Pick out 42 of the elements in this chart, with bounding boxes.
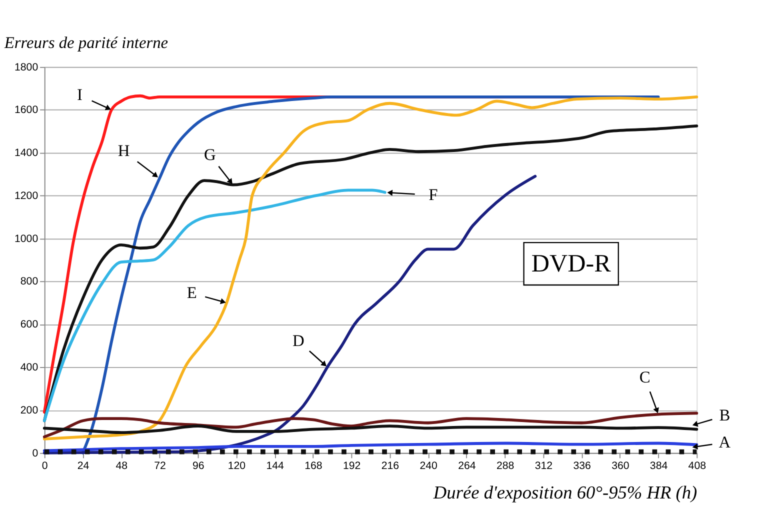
annotation: I <box>76 85 82 104</box>
x-tick-label: 120 <box>228 460 246 472</box>
y-tick-label: 600 <box>20 318 38 331</box>
x-tick-label: 168 <box>304 460 322 472</box>
y-tick-label: 1800 <box>14 61 38 74</box>
x-axis-title: Durée d'exposition 60°-95% HR (h) <box>432 482 698 503</box>
x-tick-label: 48 <box>116 460 128 472</box>
y-tick-label: 1400 <box>14 147 38 160</box>
annotation: E <box>186 282 197 302</box>
y-tick-label: 1200 <box>14 190 38 202</box>
annotation: B <box>719 406 730 425</box>
x-tick-label: 264 <box>458 460 476 472</box>
line-series <box>42 424 698 434</box>
line-series <box>42 188 386 422</box>
annotation: F <box>428 185 438 204</box>
x-tick-label: 408 <box>688 460 706 472</box>
y-tick-label: 400 <box>20 362 38 374</box>
annotation: D <box>292 330 304 350</box>
y-tick-label: 0 <box>32 447 38 460</box>
x-tick-label: 336 <box>573 460 591 472</box>
x-tick-label: 384 <box>650 460 668 472</box>
annotation: A <box>718 432 731 452</box>
x-tick-label: 72 <box>154 460 166 472</box>
x-tick-label: 240 <box>420 460 438 472</box>
x-tick-label: 96 <box>192 460 204 472</box>
x-tick-label: 216 <box>381 460 400 472</box>
x-tick-label: 192 <box>342 460 361 472</box>
annotation: C <box>639 367 650 386</box>
x-tick-label: 312 <box>534 460 553 472</box>
x-tick-label: 24 <box>77 460 90 472</box>
x-tick-label: 144 <box>266 460 284 472</box>
annotation: DVD-R <box>531 250 612 278</box>
y-tick-label: 200 <box>20 404 38 416</box>
annotation: G <box>204 144 216 164</box>
x-tick-label: 288 <box>496 460 514 472</box>
y-tick-label: 1600 <box>14 104 38 116</box>
y-tick-label: 800 <box>20 276 38 288</box>
x-tick-label: 360 <box>612 460 630 472</box>
y-tick-label: 1000 <box>14 232 38 245</box>
x-tick-label: 0 <box>42 460 48 472</box>
annotation: H <box>118 141 130 160</box>
y-axis-title: Erreurs de parité interne <box>3 33 168 52</box>
